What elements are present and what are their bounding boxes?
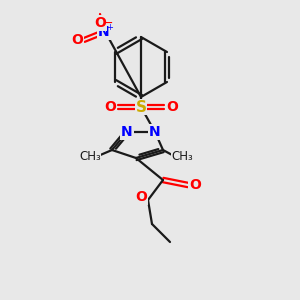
Text: +: +: [106, 23, 113, 32]
Text: N: N: [121, 125, 133, 139]
Text: N: N: [149, 125, 161, 139]
Text: −: −: [103, 16, 113, 29]
Text: O: O: [135, 190, 147, 204]
Text: O: O: [104, 100, 116, 114]
Text: S: S: [136, 100, 146, 115]
Text: CH₃: CH₃: [79, 149, 101, 163]
Text: O: O: [94, 16, 106, 30]
Text: O: O: [166, 100, 178, 114]
Text: N: N: [98, 25, 110, 39]
Text: CH₃: CH₃: [171, 149, 193, 163]
Text: O: O: [189, 178, 201, 192]
Text: O: O: [71, 33, 83, 47]
